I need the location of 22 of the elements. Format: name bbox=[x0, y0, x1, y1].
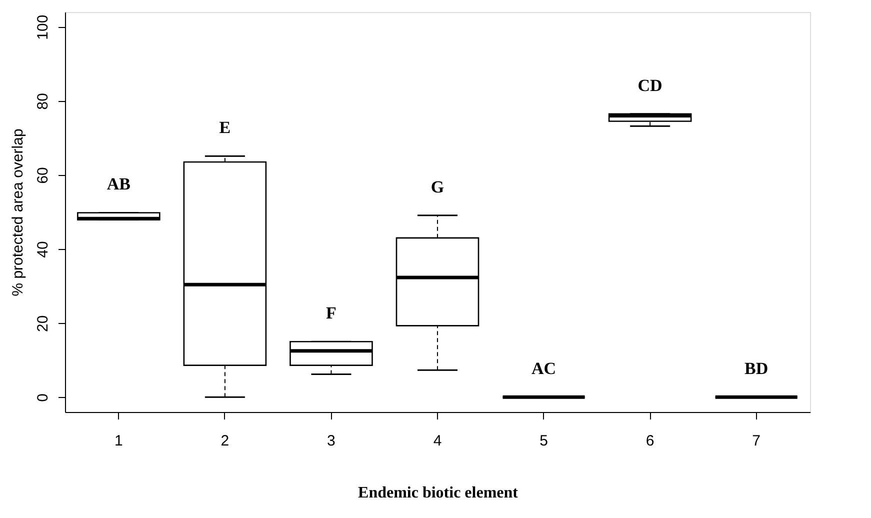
x-tick-label: 1 bbox=[114, 432, 123, 450]
annotation: E bbox=[219, 118, 231, 138]
annotation: G bbox=[430, 177, 444, 196]
y-tick-label: 40 bbox=[34, 241, 52, 258]
y-tick-label: 80 bbox=[34, 93, 52, 110]
annotation: BD bbox=[744, 359, 768, 378]
x-tick-label: 2 bbox=[220, 432, 230, 450]
x-tick-label: 3 bbox=[327, 432, 336, 450]
y-axis-title: % protected area overlap bbox=[10, 128, 26, 296]
x-tick-label: 4 bbox=[433, 432, 442, 450]
annotation: CD bbox=[638, 76, 662, 95]
annotation: F bbox=[326, 304, 336, 323]
y-tick-label: 0 bbox=[34, 394, 52, 402]
y-tick-label: 60 bbox=[34, 167, 52, 184]
x-tick-label: 7 bbox=[752, 432, 760, 450]
x-tick-label: 5 bbox=[540, 432, 548, 450]
annotation: AC bbox=[531, 359, 556, 378]
y-tick-label: 20 bbox=[34, 315, 52, 332]
annotation: AB bbox=[106, 174, 130, 194]
x-tick-label: 6 bbox=[646, 432, 654, 450]
x-axis-title: Endemic biotic element bbox=[358, 484, 519, 502]
y-tick-label: 100 bbox=[34, 14, 52, 40]
